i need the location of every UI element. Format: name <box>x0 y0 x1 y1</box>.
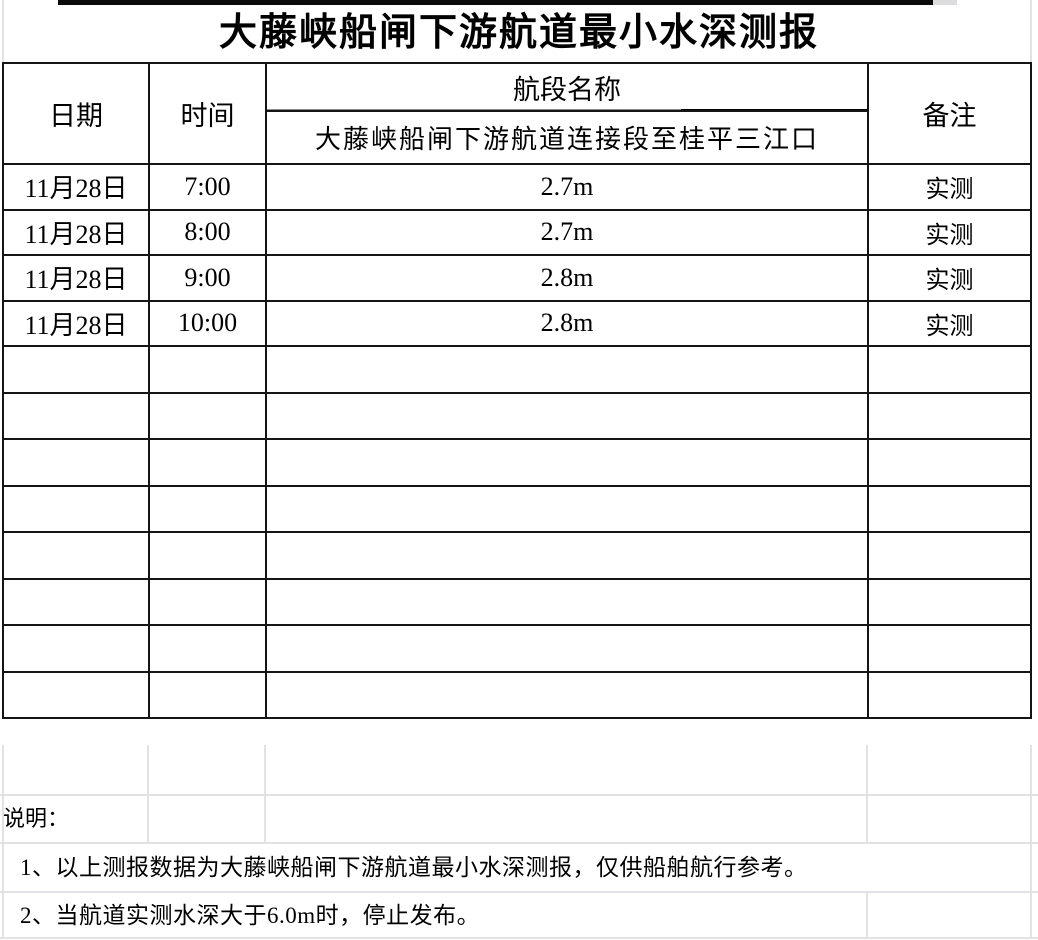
remark-cell: 实测 <box>867 163 1032 211</box>
time-cell: 7:00 <box>148 163 267 211</box>
top-edge-bar <box>58 0 933 5</box>
note-text: 以上测报数据为大藤峡船闸下游航道最小水深测报，仅供船舶航行参考。 <box>55 854 808 880</box>
note-value: 6.0m <box>267 903 316 928</box>
note-row: 1、以上测报数据为大藤峡船闸下游航道最小水深测报，仅供船舶航行参考。 <box>0 843 1038 892</box>
header-segment-cell: 航段名称 <box>265 62 869 112</box>
remark-cell: 实测 <box>867 254 1032 302</box>
date-cell: 11月28日 <box>2 208 150 256</box>
date-cell: 11月28日 <box>2 254 150 302</box>
header-remark-cell: 备注 <box>867 62 1032 165</box>
remark-cell: 实测 <box>867 208 1032 256</box>
header-subrow: 大藤峡船闸下游航道连接段至桂平三江口 <box>3 110 1031 165</box>
gridline <box>2 0 4 62</box>
gridline <box>0 842 1038 844</box>
depth-cell: 2.7m <box>265 163 869 211</box>
table-row: 11月28日 8:00 2.7m 实测 <box>2 208 1032 256</box>
note-number: 2、 <box>20 903 56 928</box>
empty-row <box>2 484 1032 533</box>
date-cell: 11月28日 <box>2 163 150 211</box>
header-segment-label: 航段名称 <box>513 74 621 105</box>
empty-row <box>2 670 1032 719</box>
table-row: 11月28日 9:00 2.8m 实测 <box>2 254 1032 302</box>
table-row: 11月28日 7:00 2.7m 实测 <box>2 163 1032 211</box>
date-cell: 11月28日 <box>2 299 150 347</box>
empty-row <box>2 345 1032 394</box>
depth-cell: 2.7m <box>265 208 869 256</box>
empty-row <box>2 624 1032 673</box>
note-row: 2、当航道实测水深大于6.0m时，停止发布。 <box>0 892 1038 938</box>
note-text: 当航道实测水深大于 <box>55 902 267 928</box>
gridline <box>1030 0 1032 62</box>
header-date-cell: 日期 <box>2 62 150 165</box>
top-edge-bar-end <box>933 0 957 5</box>
remark-cell: 实测 <box>867 299 1032 347</box>
note-text: 时，停止发布。 <box>315 902 481 928</box>
gridline <box>2 745 4 938</box>
empty-row <box>2 391 1032 440</box>
page-title: 大藤峡船闸下游航道最小水深测报 <box>218 12 819 54</box>
gridline <box>866 892 868 938</box>
segment-divider-line <box>268 108 866 109</box>
depth-cell: 2.8m <box>265 299 869 347</box>
header-row: 日期 时间 航段名称 备注 <box>2 62 1032 165</box>
time-cell: 9:00 <box>148 254 267 302</box>
gridline <box>0 891 1038 893</box>
notes-label: 说明： <box>3 806 70 831</box>
segment-name-cell: 大藤峡船闸下游航道连接段至桂平三江口 <box>265 110 869 165</box>
empty-row <box>2 531 1032 580</box>
table-row: 11月28日 10:00 2.8m 实测 <box>2 299 1032 347</box>
header-time-cell: 时间 <box>148 62 267 165</box>
note-number: 1、 <box>20 855 56 880</box>
gridline <box>0 937 1038 939</box>
empty-row <box>2 438 1032 487</box>
report-table: 日期 时间 航段名称 备注 大藤峡船闸下游航道连接段至桂平三江口 11月28日 … <box>2 62 1032 719</box>
gridline <box>0 794 1038 796</box>
time-cell: 8:00 <box>148 208 267 256</box>
gridline <box>1030 745 1032 938</box>
empty-row <box>2 577 1032 626</box>
time-cell: 10:00 <box>148 299 267 347</box>
depth-cell: 2.8m <box>265 254 869 302</box>
